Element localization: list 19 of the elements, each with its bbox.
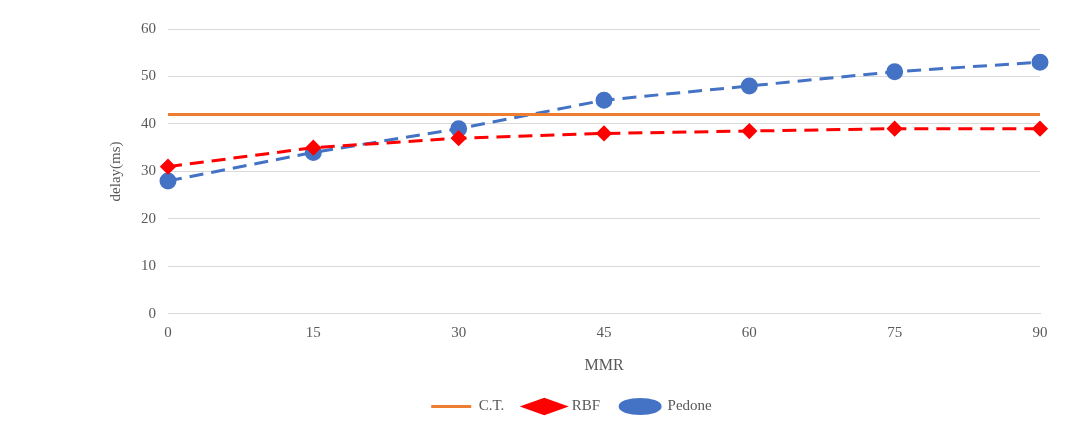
x-axis-title: MMR	[584, 355, 624, 373]
y-axis-title: delay(ms)	[106, 141, 124, 202]
y-tick-label: 10	[141, 257, 156, 274]
y-tick-label: 0	[148, 304, 156, 321]
x-tick-label: 60	[741, 323, 757, 340]
y-tick-label: 20	[141, 209, 156, 226]
legend-label: C.T.	[478, 397, 505, 414]
y-tick-label: 50	[141, 67, 156, 84]
x-tick-label: 15	[305, 323, 321, 340]
x-tick-label: 90	[1032, 323, 1048, 340]
x-tick-label: 30	[451, 323, 467, 340]
legend-label: RBF	[571, 397, 601, 414]
y-tick-label: 60	[141, 19, 156, 36]
x-tick-label: 0	[164, 323, 172, 340]
y-tick-label: 40	[141, 114, 156, 131]
legend-label: Pedone	[667, 397, 713, 414]
y-tick-label: 30	[141, 162, 156, 179]
x-tick-label: 75	[887, 323, 903, 340]
x-tick-label: 45	[596, 323, 612, 340]
